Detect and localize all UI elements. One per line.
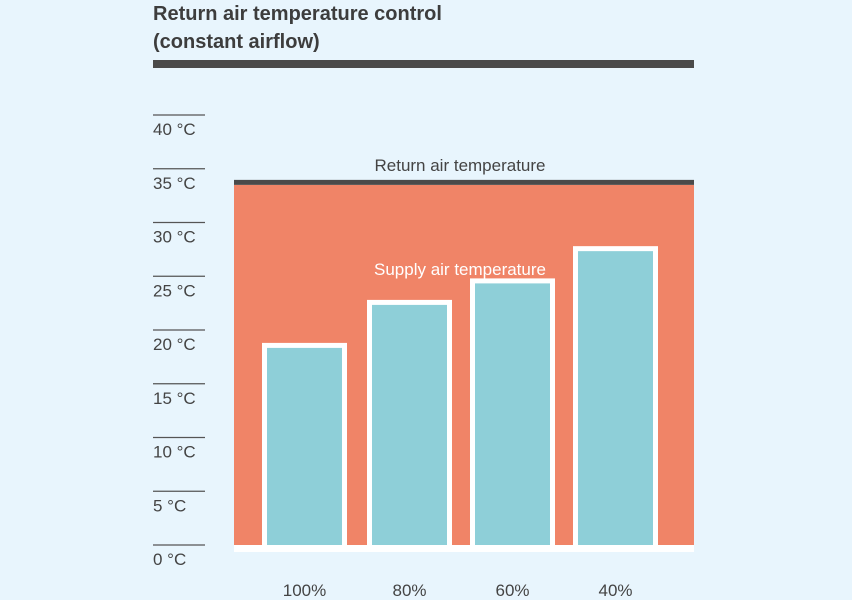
x-category-label: 60% — [495, 581, 529, 600]
y-tick-label: 0 °C — [153, 550, 186, 569]
bar — [372, 304, 447, 545]
title-divider — [153, 60, 694, 68]
chart-title-line-1: Return air temperature control — [153, 3, 442, 25]
bar — [267, 347, 342, 545]
y-tick-label: 20 °C — [153, 335, 196, 354]
y-tick-label: 40 °C — [153, 120, 196, 139]
y-tick-label: 35 °C — [153, 174, 196, 193]
return-air-line — [234, 179, 694, 185]
y-tick-label: 15 °C — [153, 389, 196, 408]
baseline — [234, 545, 694, 552]
x-category-label: 100% — [283, 581, 326, 600]
chart-title-line-2: (constant airflow) — [153, 31, 320, 53]
y-tick-label: 30 °C — [153, 228, 196, 247]
supply-air-label: Supply air temperature — [374, 260, 546, 279]
y-tick-label: 10 °C — [153, 443, 196, 462]
y-tick-label: 25 °C — [153, 281, 196, 300]
return-air-label: Return air temperature — [374, 156, 545, 175]
bar — [475, 283, 550, 545]
y-tick-label: 5 °C — [153, 496, 186, 515]
x-category-label: 80% — [392, 581, 426, 600]
chart-title: Return air temperature control (constant… — [153, 0, 442, 56]
x-category-label: 40% — [598, 581, 632, 600]
bar — [578, 251, 653, 545]
